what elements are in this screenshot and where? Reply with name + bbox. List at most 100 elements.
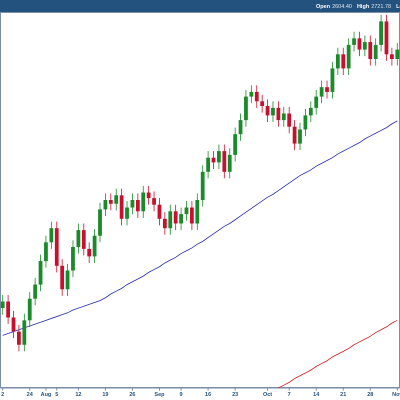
candle-body	[249, 91, 254, 97]
x-tick-label: 9	[180, 392, 183, 398]
candle-body	[395, 49, 400, 59]
readout-value: 2604.40	[332, 4, 352, 10]
x-tick-label: 16	[205, 392, 211, 398]
candle-body	[81, 230, 86, 249]
candle-body	[352, 38, 356, 45]
candle-body	[6, 301, 10, 318]
candle-body	[281, 113, 286, 121]
x-tick-label: Sep	[154, 392, 165, 398]
x-tick-label: Nov	[392, 392, 400, 398]
moving-average-line	[277, 319, 398, 388]
candle-body	[108, 200, 113, 204]
candle-body	[0, 301, 5, 309]
candle-body	[206, 157, 210, 172]
candle-body	[325, 87, 329, 92]
x-tick-label: 24	[27, 392, 34, 398]
candle-body	[76, 230, 81, 247]
candle-body	[141, 192, 146, 212]
x-tick-label: 23	[232, 392, 238, 398]
plot-frame	[0, 12, 400, 388]
candle-body	[319, 87, 324, 97]
candle-body	[114, 195, 119, 204]
candle-body	[11, 317, 16, 332]
candle-body	[98, 209, 102, 236]
candle-body	[298, 129, 302, 144]
candle-body	[152, 198, 156, 205]
candle-body	[157, 204, 162, 219]
candle-body	[357, 38, 362, 50]
candle-body	[130, 200, 135, 208]
candle-body	[238, 120, 243, 135]
x-tick-label: 5	[55, 392, 58, 398]
candle-body	[92, 235, 97, 257]
candle-body	[362, 42, 367, 50]
x-tick-label: 14	[313, 392, 320, 398]
x-tick-label: 28	[367, 392, 373, 398]
candle-body	[244, 96, 248, 121]
candle-body	[200, 171, 205, 200]
candle-body	[179, 214, 183, 224]
candle-body	[119, 195, 124, 219]
candle-body	[71, 247, 75, 271]
readout-label: Open	[316, 4, 331, 10]
x-tick-label: 19	[102, 392, 108, 398]
candle-body	[173, 211, 178, 224]
candle-body	[33, 284, 38, 299]
candle-body	[135, 200, 140, 212]
candle-body	[49, 228, 54, 243]
candle-body	[260, 101, 265, 106]
candle-body	[368, 42, 373, 59]
candle-body	[54, 228, 59, 266]
candle-body	[265, 106, 270, 116]
candle-body	[211, 157, 216, 163]
candle-body	[292, 126, 297, 144]
candle-body	[303, 115, 308, 130]
candle-body	[276, 107, 281, 121]
x-tick-label: 26	[129, 392, 135, 398]
candle-body	[162, 218, 167, 229]
moving-average-line	[2, 120, 398, 336]
candle-body	[254, 91, 259, 102]
x-tick-label: 21	[340, 392, 346, 398]
candle-body	[65, 270, 70, 290]
candle-body	[87, 248, 92, 257]
candle-body	[233, 134, 238, 155]
candle-body	[390, 54, 394, 59]
candle-body	[341, 54, 346, 69]
candle-body	[195, 200, 200, 224]
x-tick-label: Aug	[41, 392, 52, 398]
candle-body	[379, 21, 383, 45]
candle-body	[314, 96, 319, 108]
candle-body	[103, 200, 108, 210]
candle-body	[373, 44, 378, 59]
candle-body	[17, 331, 21, 345]
header-bar	[0, 0, 400, 12]
candle-body	[222, 151, 227, 172]
candle-body	[168, 211, 173, 229]
candle-body	[330, 68, 335, 92]
x-tick-label: 7	[288, 392, 291, 398]
readout-label: High	[357, 4, 370, 10]
candle-body	[384, 21, 389, 55]
candle-body	[146, 192, 151, 199]
x-tick-label: 2	[1, 392, 4, 398]
candle-body	[184, 207, 189, 215]
candle-body	[271, 107, 275, 116]
candle-body	[335, 54, 340, 69]
candle-body	[346, 44, 351, 69]
candle-body	[190, 207, 194, 224]
readout-value: 2721.78	[371, 4, 391, 10]
candle-body	[27, 298, 32, 321]
x-tick-label: Oct	[263, 392, 272, 398]
candle-body	[287, 113, 292, 127]
candle-body	[308, 107, 313, 116]
candle-body	[44, 242, 48, 262]
candle-body	[38, 261, 43, 285]
candle-body	[22, 320, 27, 345]
candle-body	[60, 265, 65, 290]
plot-area	[0, 14, 400, 388]
candle-body	[227, 154, 232, 172]
